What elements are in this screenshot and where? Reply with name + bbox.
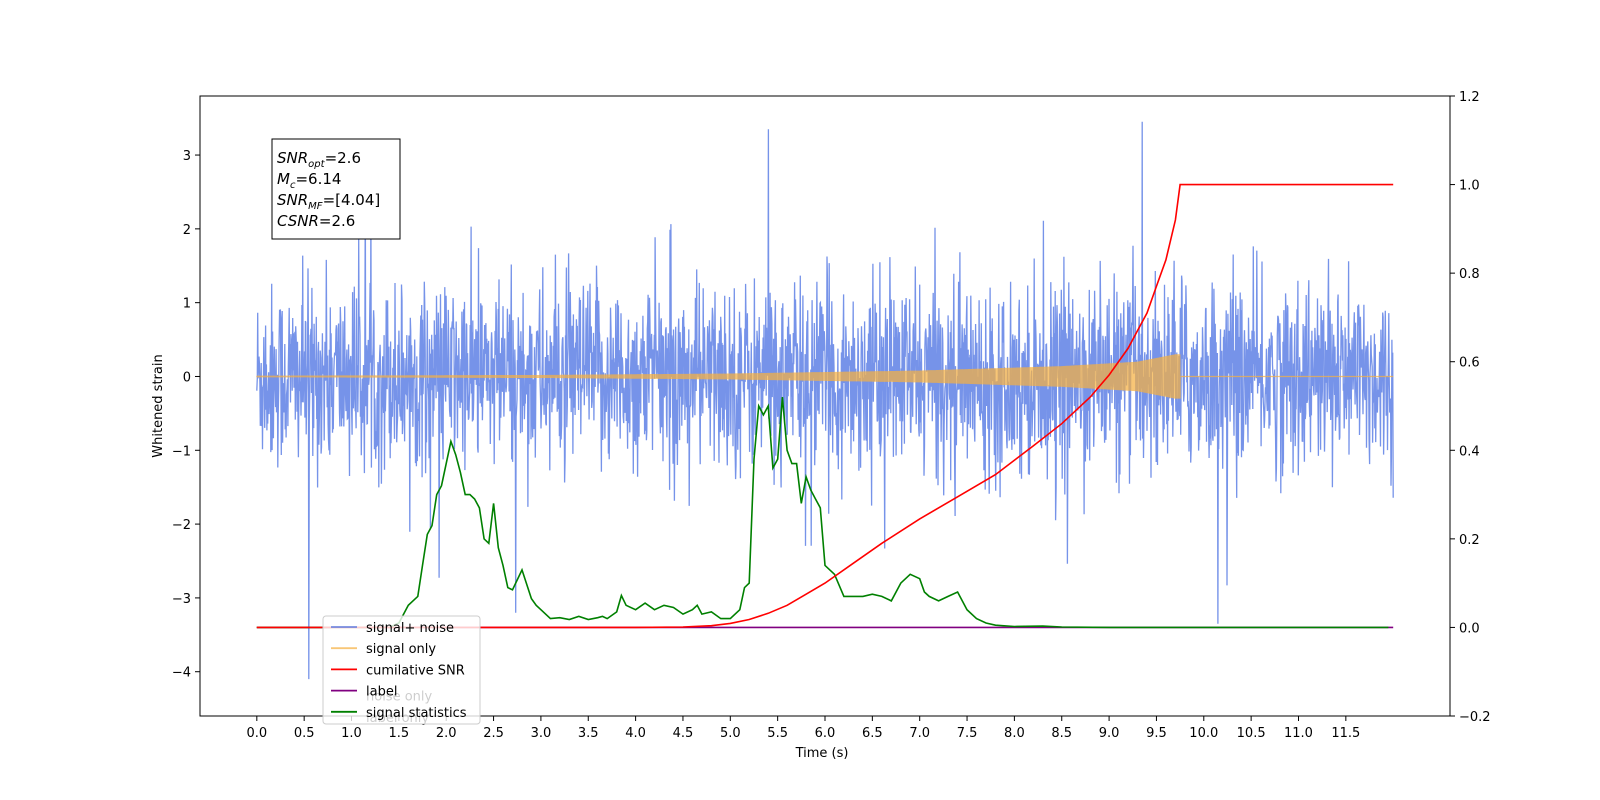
x-tick-label: 9.0 <box>1099 726 1120 741</box>
series-signal-only-line <box>256 354 1394 399</box>
y2-tick-label: 1.2 <box>1459 90 1480 105</box>
y-tick-label: 2 <box>183 223 191 238</box>
x-tick-label: 5.0 <box>720 726 741 741</box>
y2-tick-label: 0.2 <box>1459 533 1480 548</box>
y-tick-label: 1 <box>183 297 191 312</box>
y-tick-label: 3 <box>183 149 191 164</box>
x-tick-label: 7.0 <box>909 726 930 741</box>
x-tick-label: 11.5 <box>1331 726 1360 741</box>
y-tick-label: −1 <box>172 444 191 459</box>
y2-tick-label: 0.8 <box>1459 267 1480 282</box>
legend-label: signal only <box>366 642 436 657</box>
x-tick-label: 3.0 <box>531 726 552 741</box>
y2-tick-label: 0.4 <box>1459 444 1480 459</box>
legend-label: signal+ noise <box>366 621 454 636</box>
x-tick-label: 4.5 <box>673 726 694 741</box>
x-tick-label: 8.5 <box>1051 726 1072 741</box>
x-tick-label: 9.5 <box>1146 726 1167 741</box>
legend-label: label <box>366 685 397 700</box>
x-tick-label: 11.0 <box>1284 726 1313 741</box>
x-tick-label: 8.0 <box>1004 726 1025 741</box>
y2-tick-label: −0.2 <box>1459 710 1491 725</box>
info-line: Mc=6.14 <box>277 170 341 191</box>
x-tick-label: 0.0 <box>246 726 267 741</box>
info-box-frame <box>271 138 401 240</box>
legend-frame <box>322 615 481 725</box>
x-tick-label: 2.0 <box>436 726 457 741</box>
series-signal-statistics-line <box>256 397 1389 629</box>
y-tick-label: −4 <box>172 666 191 681</box>
legend: noise onlylabel onlysignal+ noisesignal … <box>322 615 481 726</box>
y-tick-label: −2 <box>172 518 191 533</box>
y-tick-label: 0 <box>183 370 191 385</box>
y2-tick-label: 0.0 <box>1459 621 1480 636</box>
info-line: SNRopt=2.6 <box>277 149 361 170</box>
series-signal-noise-line <box>256 121 1394 680</box>
y-axis-label: Whitened strain <box>151 354 166 457</box>
y-tick-label: −3 <box>172 592 191 607</box>
x-tick-label: 1.0 <box>341 726 362 741</box>
x-tick-label: 1.5 <box>389 726 410 741</box>
y2-tick-label: 1.0 <box>1459 179 1480 194</box>
x-tick-label: 0.5 <box>294 726 315 741</box>
x-tick-label: 7.5 <box>957 726 978 741</box>
x-tick-label: 4.0 <box>625 726 646 741</box>
x-tick-label: 2.5 <box>483 726 504 741</box>
info-line: SNRMF=[4.04] <box>277 191 380 212</box>
x-tick-label: 6.5 <box>862 726 883 741</box>
x-axis-label: Time (s) <box>795 746 849 761</box>
y2-tick-label: 0.6 <box>1459 356 1480 371</box>
x-tick-label: 10.0 <box>1189 726 1218 741</box>
x-tick-label: 6.0 <box>815 726 836 741</box>
axes: 0.0 0.5 1.0 1.5 2.0 2.5 3.0 3.5 4.0 4.5 5.0 5.5 6.0 6… <box>172 90 1491 741</box>
series-cumulative-snr-line <box>256 183 1394 629</box>
x-tick-label: 5.5 <box>767 726 788 741</box>
legend-label: cumilative SNR <box>366 663 465 678</box>
info-line: CSNR=2.6 <box>277 212 355 230</box>
legend-label: signal statistics <box>366 706 467 721</box>
x-tick-label: 3.5 <box>578 726 599 741</box>
x-tick-label: 10.5 <box>1237 726 1266 741</box>
